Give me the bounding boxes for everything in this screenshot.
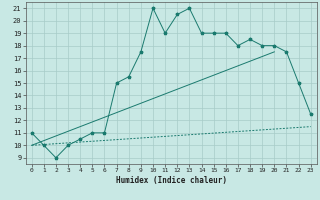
X-axis label: Humidex (Indice chaleur): Humidex (Indice chaleur) bbox=[116, 176, 227, 185]
